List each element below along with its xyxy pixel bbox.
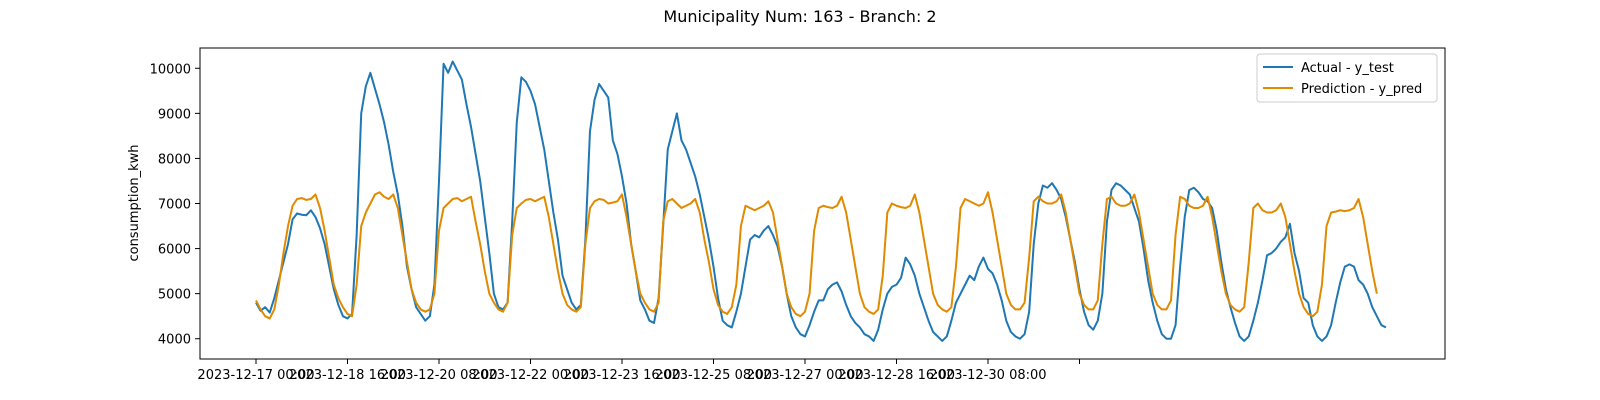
- x-tick-label: 2023-12-25 08:00: [655, 368, 772, 383]
- chart-title: Municipality Num: 163 - Branch: 2: [663, 7, 936, 26]
- x-tick-label: 2023-12-22 00:00: [472, 368, 589, 383]
- y-tick-label: 8000: [158, 152, 191, 167]
- y-tick-label: 10000: [150, 62, 191, 77]
- legend-box: [1256, 53, 1438, 103]
- series-line-prediction: [255, 191, 1378, 320]
- x-tick-label: 2023-12-17 00:00: [197, 368, 314, 383]
- y-tick-label: 7000: [158, 198, 191, 213]
- y-tick-label: 5000: [158, 288, 191, 303]
- y-tick-label: 9000: [158, 107, 191, 122]
- x-tick-label: 2023-12-28 16:00: [838, 368, 955, 383]
- x-tick-label: 2023-12-20 08:00: [380, 368, 497, 383]
- series-line-actual: [255, 60, 1387, 342]
- legend-label-actual: Actual - y_test: [1301, 61, 1394, 76]
- x-tick-label: 2023-12-30 08:00: [929, 368, 1046, 383]
- plot-lines: [255, 60, 1387, 342]
- legend-label-prediction: Prediction - y_pred: [1301, 82, 1422, 97]
- y-axis-ticks: 4000 5000 6000 7000 8000 9000 10000: [150, 62, 200, 348]
- x-tick-label: 2023-12-27 00:00: [746, 368, 863, 383]
- y-axis-label: consumption_kwh: [127, 144, 142, 261]
- y-tick-label: 4000: [158, 333, 191, 348]
- x-tick-label: 2023-12-18 16:00: [289, 368, 406, 383]
- legend: Actual - y_test Prediction - y_pred: [1256, 53, 1438, 103]
- x-tick-label: 2023-12-23 16:00: [563, 368, 680, 383]
- y-tick-label: 6000: [158, 243, 191, 258]
